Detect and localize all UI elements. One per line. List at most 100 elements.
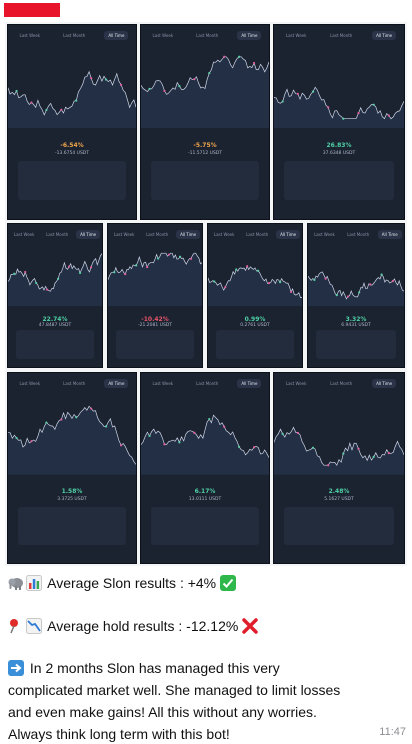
chart-decreasing-icon xyxy=(26,618,42,634)
screenshot-tile[interactable]: Last Week Last Month All Time 1.58% 3.3725 U… xyxy=(7,372,137,564)
tile-pnl-amount: 3.3725 USDT xyxy=(57,496,87,502)
sender-name-redacted xyxy=(4,3,60,17)
tile-trade-marker xyxy=(296,92,299,95)
tile-graph-area xyxy=(8,71,136,129)
tile-graph-line xyxy=(208,265,302,298)
tile-period-tab: Last Week xyxy=(19,380,41,386)
tile-price-graph xyxy=(308,271,404,307)
tile-trade-marker xyxy=(342,117,345,120)
tile-trade-marker xyxy=(163,89,166,92)
tile-period-tabs: Last Week Last Month All Time xyxy=(208,224,302,244)
paragraph-text-1: In 2 months Slon has managed this very xyxy=(29,660,280,676)
tile-trade-marker xyxy=(278,280,282,284)
tile-graph-area xyxy=(8,253,102,307)
tile-trade-marker xyxy=(372,455,375,458)
tile-trade-marker xyxy=(30,101,33,104)
tile-period-tab: Last Week xyxy=(152,380,174,386)
tile-period-tab: All Time xyxy=(372,378,397,388)
tile-trade-marker xyxy=(148,87,151,91)
cross-mark-icon xyxy=(242,618,258,634)
tile-trade-marker xyxy=(223,425,226,428)
tile-period-tab: Last Month xyxy=(196,380,219,386)
tile-trade-marker xyxy=(357,111,360,115)
message-paragraph-line-4: Always think long term with this bot! xyxy=(8,724,230,744)
tile-pnl-percent: 0.99% xyxy=(244,316,266,324)
screenshot-tile[interactable]: Last Week Last Month All Time 0.99% 0.2761 U… xyxy=(207,223,303,368)
tile-trade-marker xyxy=(193,78,196,81)
message-paragraph-line-2: complicated market well. She managed to … xyxy=(8,680,340,700)
tile-trade-marker xyxy=(387,452,390,455)
tile-period-tab: Last Month xyxy=(196,32,219,38)
tile-pnl-amount: 6.9431 USDT xyxy=(341,322,371,328)
tile-period-tab: All Time xyxy=(176,229,201,239)
tile-summary-card xyxy=(18,507,126,546)
tile-trade-marker xyxy=(113,271,116,274)
tile-trade-marker xyxy=(257,269,260,272)
bar-chart-icon xyxy=(26,575,42,591)
tile-trade-marker xyxy=(238,445,241,448)
tile-graph-area xyxy=(308,271,404,307)
tile-price-graph xyxy=(8,253,102,307)
tile-period-tabs: Last Week Last Month All Time xyxy=(8,224,102,244)
elephant-icon xyxy=(8,578,23,590)
screenshot-tile[interactable]: Last Week Last Month All Time -6.54% -13.675… xyxy=(7,24,137,220)
tile-graph-area xyxy=(108,253,202,307)
tile-graph-line xyxy=(8,253,102,292)
tile-pnl-amount: -21.2081 USDT xyxy=(137,322,173,328)
tile-trade-marker xyxy=(13,272,16,275)
screenshot-tile[interactable]: Last Week Last Month All Time 2.48% 5.1627 U… xyxy=(273,372,405,564)
tile-period-tab: Last Month xyxy=(246,231,269,237)
screenshot-tile[interactable]: Last Week Last Month All Time 3.32% 6.9431 U… xyxy=(307,223,405,368)
tile-period-tab: Last Week xyxy=(13,231,35,237)
tile-pnl-percent: 3.32% xyxy=(345,316,367,324)
tile-period-tab: All Time xyxy=(237,378,262,388)
tile-trade-marker xyxy=(193,431,196,434)
tile-period-tabs: Last Week Last Month All Time xyxy=(308,224,404,244)
tile-summary-card xyxy=(215,330,295,359)
tile-pnl-amount: 13.0111 USDT xyxy=(188,496,222,502)
tile-graph-area xyxy=(208,266,302,307)
tile-period-tab: All Time xyxy=(276,229,301,239)
tile-trade-marker xyxy=(281,432,284,435)
screenshot-gallery[interactable]: Last Week Last Month All Time -6.54% -13.675… xyxy=(5,22,407,566)
tile-trade-marker xyxy=(75,416,78,419)
tile-trade-marker xyxy=(90,407,93,410)
tile-trade-marker xyxy=(311,446,315,449)
tile-trade-marker xyxy=(327,106,330,109)
tile-trade-marker xyxy=(60,418,63,421)
tile-trade-marker xyxy=(346,295,350,298)
tile-graph-line xyxy=(308,271,404,300)
tile-pnl-amount: -11.5712 USDT xyxy=(187,150,223,156)
screenshot-tile[interactable]: Last Week Last Month All Time 22.74% 47.8487… xyxy=(7,223,103,368)
tile-trade-marker xyxy=(369,283,372,286)
tile-graph-line xyxy=(108,252,202,280)
tile-trade-marker xyxy=(342,452,345,455)
tile-trade-marker xyxy=(252,61,256,65)
tile-period-tabs: Last Week Last Month All Time xyxy=(274,373,404,393)
tile-trade-marker xyxy=(358,291,361,294)
tile-trade-marker xyxy=(224,286,227,289)
screenshot-tile[interactable]: Last Week Last Month All Time 6.17% 13.0111 … xyxy=(140,372,270,564)
tile-trade-marker xyxy=(372,103,375,106)
tile-period-tab: All Time xyxy=(104,30,129,40)
tile-trade-marker xyxy=(124,273,127,276)
screenshot-tile[interactable]: Last Week Last Month All Time 26.83% 37.6348… xyxy=(273,24,405,220)
tile-trade-marker xyxy=(135,264,138,267)
tile-trade-marker xyxy=(35,281,38,285)
tile-trade-marker xyxy=(296,431,299,434)
tile-trade-marker xyxy=(324,277,327,280)
tile-period-tab: Last Week xyxy=(314,231,335,237)
tile-period-tabs: Last Week Last Month All Time xyxy=(8,25,136,45)
tile-graph-line xyxy=(274,426,404,466)
paragraph-text-4: Always think long term with this bot! xyxy=(8,726,230,742)
screenshot-tile[interactable]: Last Week Last Month All Time -5.75% -11.571… xyxy=(140,24,270,220)
screenshot-tile[interactable]: Last Week Last Month All Time -10.42% -21.20… xyxy=(107,223,203,368)
tile-period-tab: All Time xyxy=(377,229,402,239)
tile-pnl-percent: 2.48% xyxy=(328,488,350,496)
tile-period-tabs: Last Week Last Month All Time xyxy=(108,224,202,244)
tile-trade-marker xyxy=(78,271,82,275)
tile-period-tab: Last Month xyxy=(46,231,69,237)
tile-trade-marker xyxy=(105,425,108,428)
tile-summary-card xyxy=(315,330,397,359)
tile-price-graph xyxy=(274,426,404,475)
